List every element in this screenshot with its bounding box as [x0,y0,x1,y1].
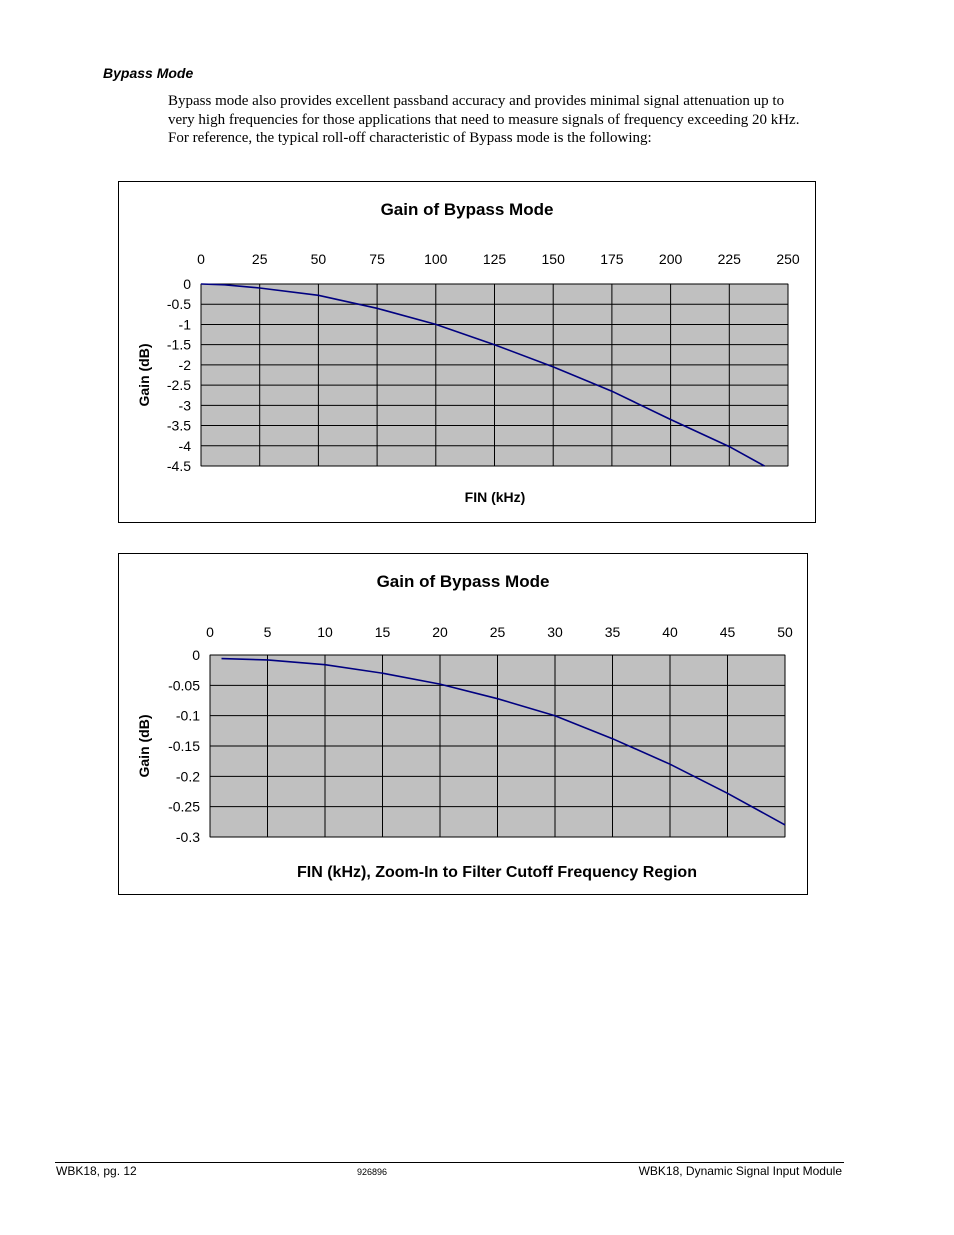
x-tick-label: 25 [490,624,506,640]
x-tick-label: 225 [718,251,742,267]
y-tick-label: -3.5 [167,418,191,434]
series-line [221,657,786,826]
chart-title: Gain of Bypass Mode [381,200,554,219]
paragraph-line: For reference, the typical roll-off char… [168,130,652,146]
y-tick-label: -1 [179,316,192,332]
y-tick-label: -0.1 [176,708,200,724]
paragraph-line: very high frequencies for those applicat… [168,111,800,128]
y-tick-label: -4.5 [167,458,191,474]
x-tick-label: 20 [432,624,448,640]
y-tick-label: -0.3 [176,829,200,845]
x-tick-label: 75 [369,251,385,267]
chart-gain-full-range: Gain of Bypass Mode 0 25 50 75 100 125 150 175 20… [118,181,816,523]
x-tick-label: 45 [720,624,736,640]
y-tick-label: -4 [179,438,192,454]
y-tick-label: -0.5 [167,296,191,312]
y-axis-label: Gain (dB) [136,344,152,407]
x-tick-label: 0 [197,251,205,267]
footer-module-name: WBK18, Dynamic Signal Input Module [638,1164,842,1178]
x-tick-label: 15 [375,624,391,640]
x-axis-label: FIN (kHz), Zoom-In to Filter Cutoff Freq… [297,864,697,881]
x-tick-label: 10 [317,624,333,640]
chart-svg: Gain of Bypass Mode 0 25 50 75 100 125 150 175 20… [136,200,800,505]
y-axis-label: Gain (dB) [136,715,152,778]
footer-divider [55,1162,844,1163]
x-tick-label: 250 [776,251,800,267]
y-tick-label: -2 [179,357,192,373]
chart-gain-zoom: Gain of Bypass Mode 0 5 10 15 20 25 30 35 40 45 50 0… [118,553,808,895]
footer-page-label: WBK18, pg. 12 [56,1164,137,1178]
x-tick-label: 150 [542,251,566,267]
y-tick-label: -0.2 [176,768,200,784]
paragraph-line: Bypass mode also provides excellent pass… [168,93,785,109]
x-tick-label: 0 [206,624,214,640]
y-tick-label: 0 [192,647,200,663]
x-tick-label: 30 [547,624,563,640]
x-axis-label: FIN (kHz) [465,489,526,505]
y-tick-label: -1.5 [167,337,191,353]
y-tick-label: -3 [179,397,192,413]
y-tick-label: -0.25 [168,799,200,815]
x-tick-label: 25 [252,251,268,267]
chart-title: Gain of Bypass Mode [377,572,550,591]
x-tick-label: 50 [311,251,327,267]
y-tick-label: -0.05 [168,677,200,693]
y-tick-label: -0.15 [168,738,200,754]
x-tick-label: 35 [605,624,621,640]
footer-doc-number: 926896 [357,1167,388,1177]
chart-svg: Gain of Bypass Mode 0 5 10 15 20 25 30 35 40 45 50 0… [136,572,793,881]
x-tick-label: 50 [777,624,793,640]
x-tick-label: 200 [659,251,683,267]
series-line [200,283,765,467]
intro-paragraph: Bypass mode also provides excellent pass… [168,92,833,148]
x-tick-label: 5 [264,624,272,640]
y-tick-label: 0 [183,276,191,292]
x-tick-label: 40 [662,624,678,640]
x-tick-label: 125 [483,251,507,267]
y-tick-label: -2.5 [167,377,191,393]
x-tick-label: 175 [600,251,624,267]
section-heading: Bypass Mode [103,65,194,81]
x-tick-label: 100 [424,251,448,267]
